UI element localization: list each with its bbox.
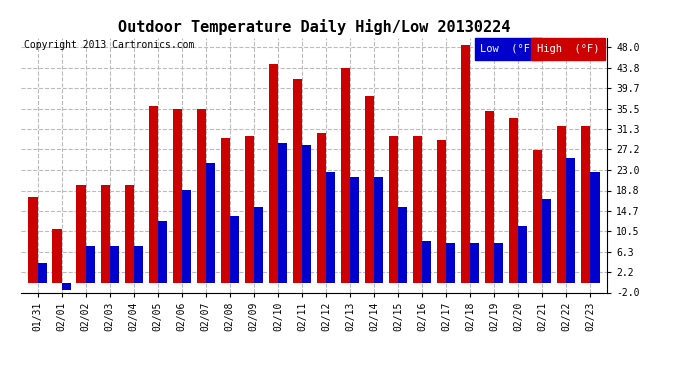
Bar — [485, 111, 494, 283]
Title: Outdoor Temperature Daily High/Low 20130224: Outdoor Temperature Daily High/Low 20130… — [118, 19, 510, 35]
Bar — [581, 126, 591, 283]
Bar — [413, 136, 422, 283]
Bar — [494, 243, 504, 283]
Bar — [28, 197, 37, 283]
Bar — [422, 241, 431, 283]
Bar — [350, 177, 359, 283]
Bar — [341, 68, 350, 283]
Bar — [197, 109, 206, 283]
Bar — [77, 184, 86, 283]
Bar — [461, 45, 470, 283]
Bar — [398, 207, 407, 283]
Bar — [134, 246, 143, 283]
Bar — [52, 229, 61, 283]
Bar — [293, 79, 302, 283]
Bar — [326, 172, 335, 283]
Bar — [110, 246, 119, 283]
Bar — [509, 118, 518, 283]
Bar — [317, 133, 326, 283]
Bar — [533, 150, 542, 283]
Bar — [302, 146, 311, 283]
Bar — [558, 126, 566, 283]
Bar — [591, 172, 600, 283]
Bar — [365, 96, 374, 283]
Bar — [172, 109, 181, 283]
Bar — [437, 141, 446, 283]
Bar — [37, 263, 47, 283]
Bar — [269, 64, 278, 283]
Bar — [181, 189, 191, 283]
Bar — [206, 162, 215, 283]
Bar — [542, 200, 551, 283]
Bar — [101, 184, 110, 283]
Bar — [148, 106, 158, 283]
Bar — [158, 221, 167, 283]
Bar — [221, 138, 230, 283]
Text: Copyright 2013 Cartronics.com: Copyright 2013 Cartronics.com — [23, 40, 194, 50]
Bar — [518, 226, 527, 283]
Bar — [374, 177, 383, 283]
Bar — [230, 216, 239, 283]
Bar — [446, 243, 455, 283]
Bar — [389, 136, 398, 283]
Bar — [278, 143, 287, 283]
Bar — [124, 184, 134, 283]
Legend: Low  (°F), High  (°F): Low (°F), High (°F) — [480, 44, 599, 54]
Bar — [86, 246, 95, 283]
Bar — [566, 158, 575, 283]
Bar — [470, 243, 480, 283]
Bar — [61, 283, 70, 290]
Bar — [245, 136, 254, 283]
Bar — [254, 207, 263, 283]
